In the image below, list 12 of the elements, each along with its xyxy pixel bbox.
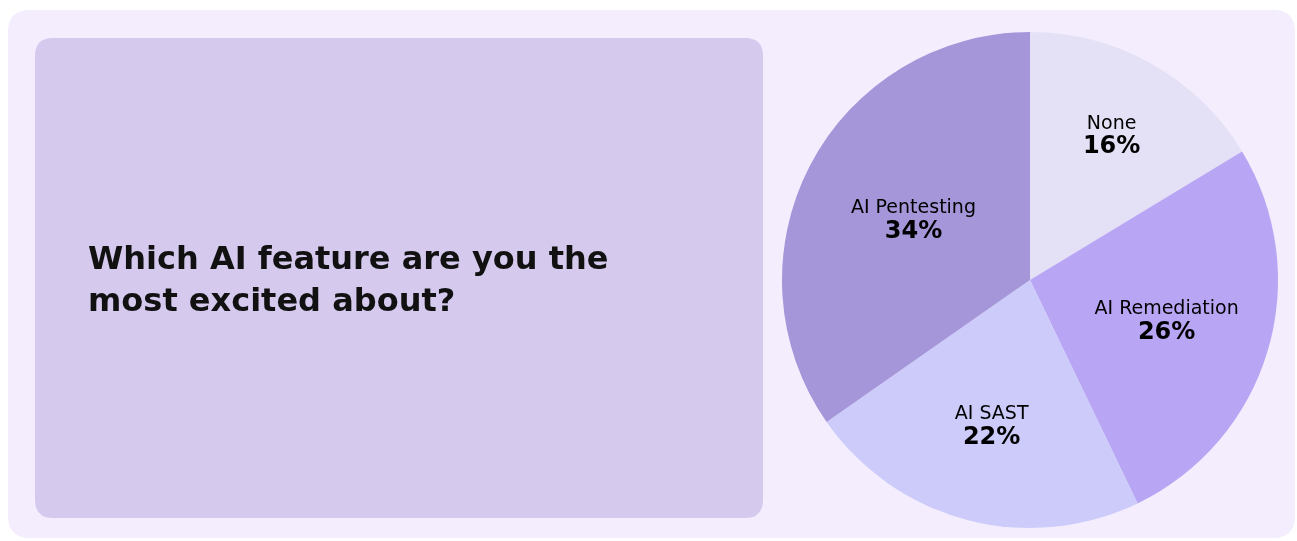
text: Which AI feature are you the most excited about? — [88, 239, 609, 319]
data-label: 26% — [1137, 316, 1196, 345]
pie-slice — [1030, 32, 1243, 280]
data-label: 34% — [884, 215, 943, 244]
data-label: 22% — [962, 421, 1021, 450]
slice-label: AI SAST — [954, 401, 1029, 424]
data-label: 16% — [1082, 131, 1141, 160]
slice-label: AI Pentesting — [850, 194, 976, 217]
pie-slice — [782, 32, 1030, 422]
slice-label: None — [1086, 110, 1137, 133]
slice-label: AI Remediation — [1094, 296, 1239, 319]
pie-slice — [1030, 151, 1278, 504]
